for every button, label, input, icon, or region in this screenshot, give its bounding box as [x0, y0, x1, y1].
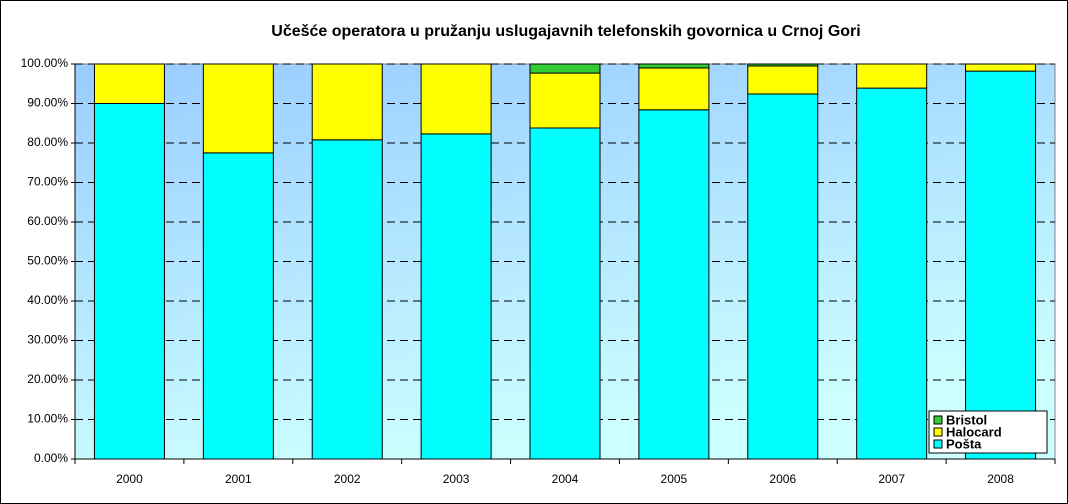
bar-segment: [311, 139, 383, 460]
y-tick-label: 100.00%: [21, 56, 69, 70]
bar-segment: [529, 127, 601, 460]
bar-segment: [747, 93, 819, 460]
x-tick-label: 2002: [334, 472, 361, 486]
y-tick-label: 80.00%: [27, 135, 68, 149]
y-tick-label: 0.00%: [34, 451, 68, 465]
legend-swatch: [933, 439, 943, 449]
y-tick-label: 20.00%: [27, 372, 68, 386]
bar-segment: [965, 63, 1037, 72]
x-tick-label: 2004: [552, 472, 579, 486]
x-tick-label: 2003: [443, 472, 470, 486]
x-tick-label: 2008: [987, 472, 1014, 486]
bar-segment: [202, 63, 274, 154]
bar-segment: [202, 152, 274, 460]
bar-segment: [856, 63, 928, 89]
y-tick-label: 30.00%: [27, 333, 68, 347]
bar-segment: [529, 72, 601, 129]
legend-label: Halocard: [946, 424, 1002, 439]
chart-title: Učešće operatora u pružanju uslugajavnih…: [271, 23, 860, 40]
y-tick-label: 70.00%: [27, 175, 68, 189]
legend-label: Pošta: [946, 436, 982, 451]
x-tick-label: 2000: [116, 472, 143, 486]
bar-segment: [856, 87, 928, 460]
x-tick-label: 2007: [878, 472, 905, 486]
bar-segment: [747, 63, 819, 67]
bar-segment: [420, 133, 492, 460]
bar-segment: [747, 65, 819, 95]
y-tick-label: 50.00%: [27, 254, 68, 268]
bar-segment: [93, 63, 165, 104]
y-tick-label: 60.00%: [27, 214, 68, 228]
bar-segment: [638, 109, 710, 460]
bar-segment: [965, 70, 1037, 460]
y-tick-label: 10.00%: [27, 412, 68, 426]
x-tick-label: 2001: [225, 472, 252, 486]
bar-segment: [638, 63, 710, 69]
bar-segment: [420, 63, 492, 135]
y-tick-label: 40.00%: [27, 293, 68, 307]
legend-swatch: [933, 427, 943, 437]
x-tick-label: 2006: [769, 472, 796, 486]
legend-swatch: [933, 415, 943, 425]
legend-label: Bristol: [946, 412, 987, 427]
y-tick-label: 90.00%: [27, 96, 68, 110]
bar-segment: [529, 63, 601, 74]
legend-box: [928, 410, 1048, 454]
bar-segment: [311, 63, 383, 141]
bar-segment: [93, 103, 165, 460]
x-tick-label: 2005: [661, 472, 688, 486]
bar-segment: [638, 67, 710, 111]
